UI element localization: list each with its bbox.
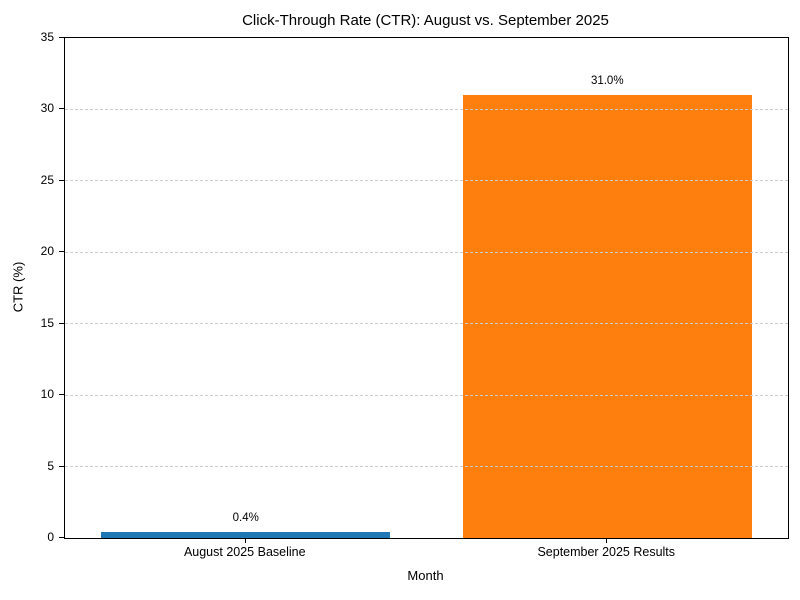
y-axis-label: CTR (%) (10, 261, 26, 313)
y-tick-mark (59, 251, 64, 253)
y-tick-mark (59, 179, 64, 181)
y-gridline (65, 180, 788, 182)
y-gridline (65, 108, 788, 110)
y-tick-mark (59, 37, 64, 38)
y-tick-label: 10 (40, 387, 54, 402)
x-tick-mark (606, 538, 608, 543)
y-tick-mark (59, 537, 64, 538)
x-tick-label: September 2025 Results (537, 545, 676, 559)
y-tick-mark (59, 322, 64, 324)
y-tick-label: 5 (47, 458, 54, 473)
bar-1 (101, 532, 391, 538)
y-gridline (65, 394, 788, 396)
plot-area: 0.4% 31.0% (64, 37, 789, 539)
y-gridline (65, 466, 788, 468)
y-tick-label: 15 (40, 315, 54, 330)
x-axis-label: Month (407, 568, 444, 583)
y-tick-label: 20 (40, 244, 54, 259)
y-gridline (65, 323, 788, 325)
bar-2 (462, 95, 752, 538)
y-tick-label: 35 (40, 30, 54, 44)
bar-value-label: 0.4% (232, 512, 259, 525)
y-tick-mark (59, 108, 64, 110)
y-tick-label: 0 (47, 530, 54, 544)
y-tick-mark (59, 465, 64, 467)
x-tick-mark (244, 538, 246, 543)
y-tick-label: 30 (40, 101, 54, 116)
y-tick-mark (59, 394, 64, 396)
x-tick-label: August 2025 Baseline (183, 545, 306, 559)
y-gridline (65, 251, 788, 253)
chart-title: Click-Through Rate (CTR): August vs. Sep… (242, 12, 609, 29)
bar-value-label: 31.0% (590, 75, 624, 88)
y-tick-label: 25 (40, 172, 54, 187)
